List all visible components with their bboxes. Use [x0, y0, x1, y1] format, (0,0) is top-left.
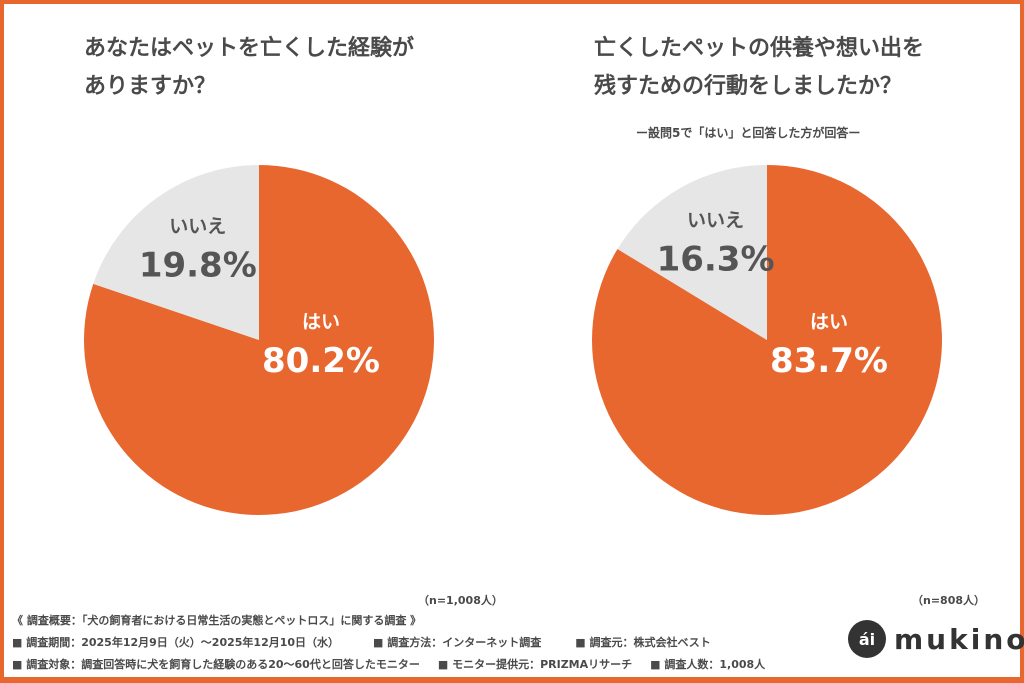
logo-mark-icon: ái [848, 620, 886, 658]
chart2-n: （n=808人） [912, 594, 986, 607]
pie1-value-label: 80.2% [262, 341, 380, 381]
mukino-logo: ái mukino [848, 620, 1024, 658]
pie1-category-label: いいえ [169, 216, 226, 238]
chart1-title: あなたはペットを亡くした経験が ありますか？ [84, 36, 415, 99]
pie2-value-label: 83.7% [770, 341, 888, 381]
footer-line2: ■ 調査期間：2025年12月9日（火）〜2025年12月10日（水） ■ 調査方… [12, 636, 711, 649]
footer-summary: 《 調査概要：「犬の飼育者における日常生活の実態とペットロス」に関する調査 》 [12, 614, 422, 627]
pie2-category-label: いいえ [687, 209, 744, 231]
chart2-subtitle: ー設問5で「はい」と回答した方が回答ー [636, 126, 861, 140]
pie1-slice-no [93, 165, 259, 340]
pie2-slice-no [617, 165, 767, 340]
logo-wordmark: mukino [894, 622, 1024, 656]
chart2-title: 亡くしたペットの供養や想い出を 残すための行動をしましたか？ [594, 36, 925, 99]
pie2-value-label: 16.3% [657, 239, 775, 279]
pie2-category-label: はい [810, 311, 848, 333]
chart1-n: （n=1,008人） [418, 594, 503, 607]
footer-line3: ■ 調査対象：調査回答時に犬を飼育した経験のある20〜60代と回答したモニター ■… [12, 658, 766, 671]
pie1-value-label: 19.8% [139, 246, 257, 286]
pie1-category-label: はい [302, 311, 340, 333]
